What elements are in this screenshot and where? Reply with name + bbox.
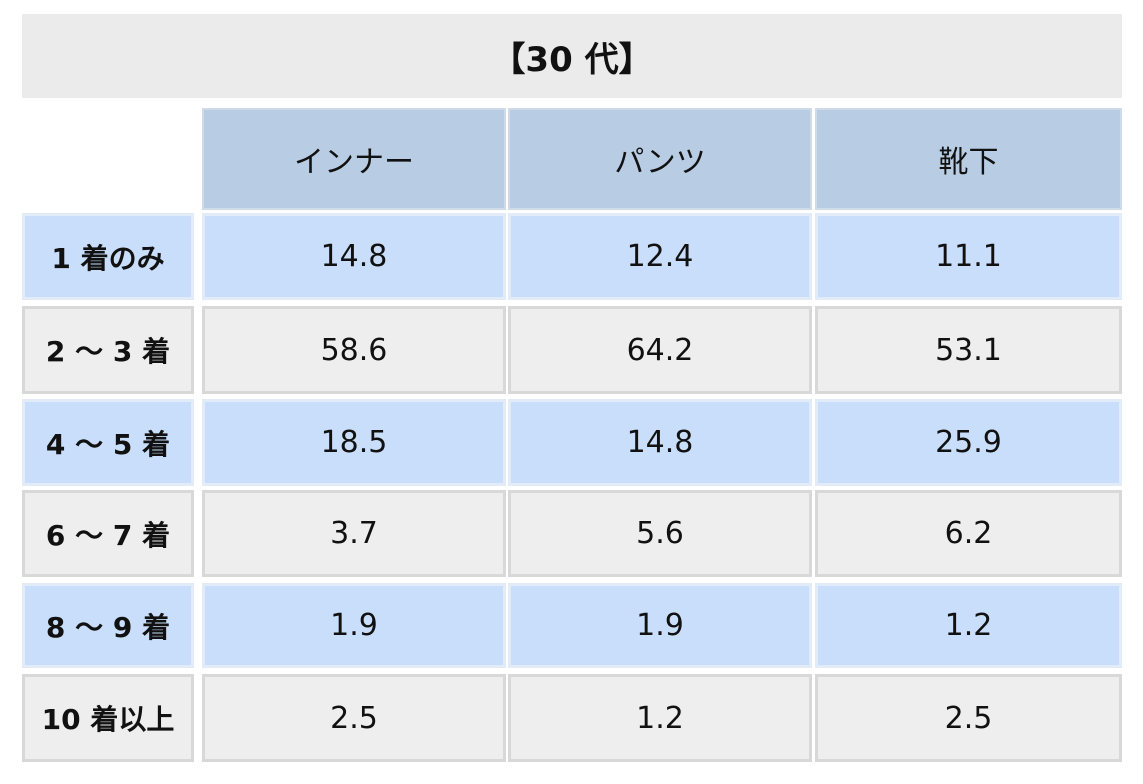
table-cell: 3.7 [202,490,506,577]
table-cell: 14.8 [202,213,506,300]
table-cell: 12.4 [508,213,812,300]
table-cell: 11.1 [815,213,1122,300]
column-header: 靴下 [815,108,1122,210]
row-label: 2 ～ 3 着 [22,306,194,394]
table-cell: 1.2 [508,674,812,762]
table-cell: 25.9 [815,399,1122,486]
row-label: 6 ～ 7 着 [22,490,194,577]
table-cell: 1.2 [815,583,1122,668]
table-cell: 53.1 [815,306,1122,394]
row-label: 10 着以上 [22,674,194,762]
table-cell: 1.9 [202,583,506,668]
table-title: 【30 代】 [22,14,1122,98]
row-label: 8 ～ 9 着 [22,583,194,668]
table-cell: 64.2 [508,306,812,394]
column-header: パンツ [508,108,812,210]
table-cell: 1.9 [508,583,812,668]
table-cell: 2.5 [815,674,1122,762]
row-label: 4 ～ 5 着 [22,399,194,486]
table-cell: 18.5 [202,399,506,486]
column-header: インナー [202,108,506,210]
row-label: 1 着のみ [22,213,194,300]
table-cell: 58.6 [202,306,506,394]
table-cell: 2.5 [202,674,506,762]
table-cell: 14.8 [508,399,812,486]
table-cell: 5.6 [508,490,812,577]
table-cell: 6.2 [815,490,1122,577]
